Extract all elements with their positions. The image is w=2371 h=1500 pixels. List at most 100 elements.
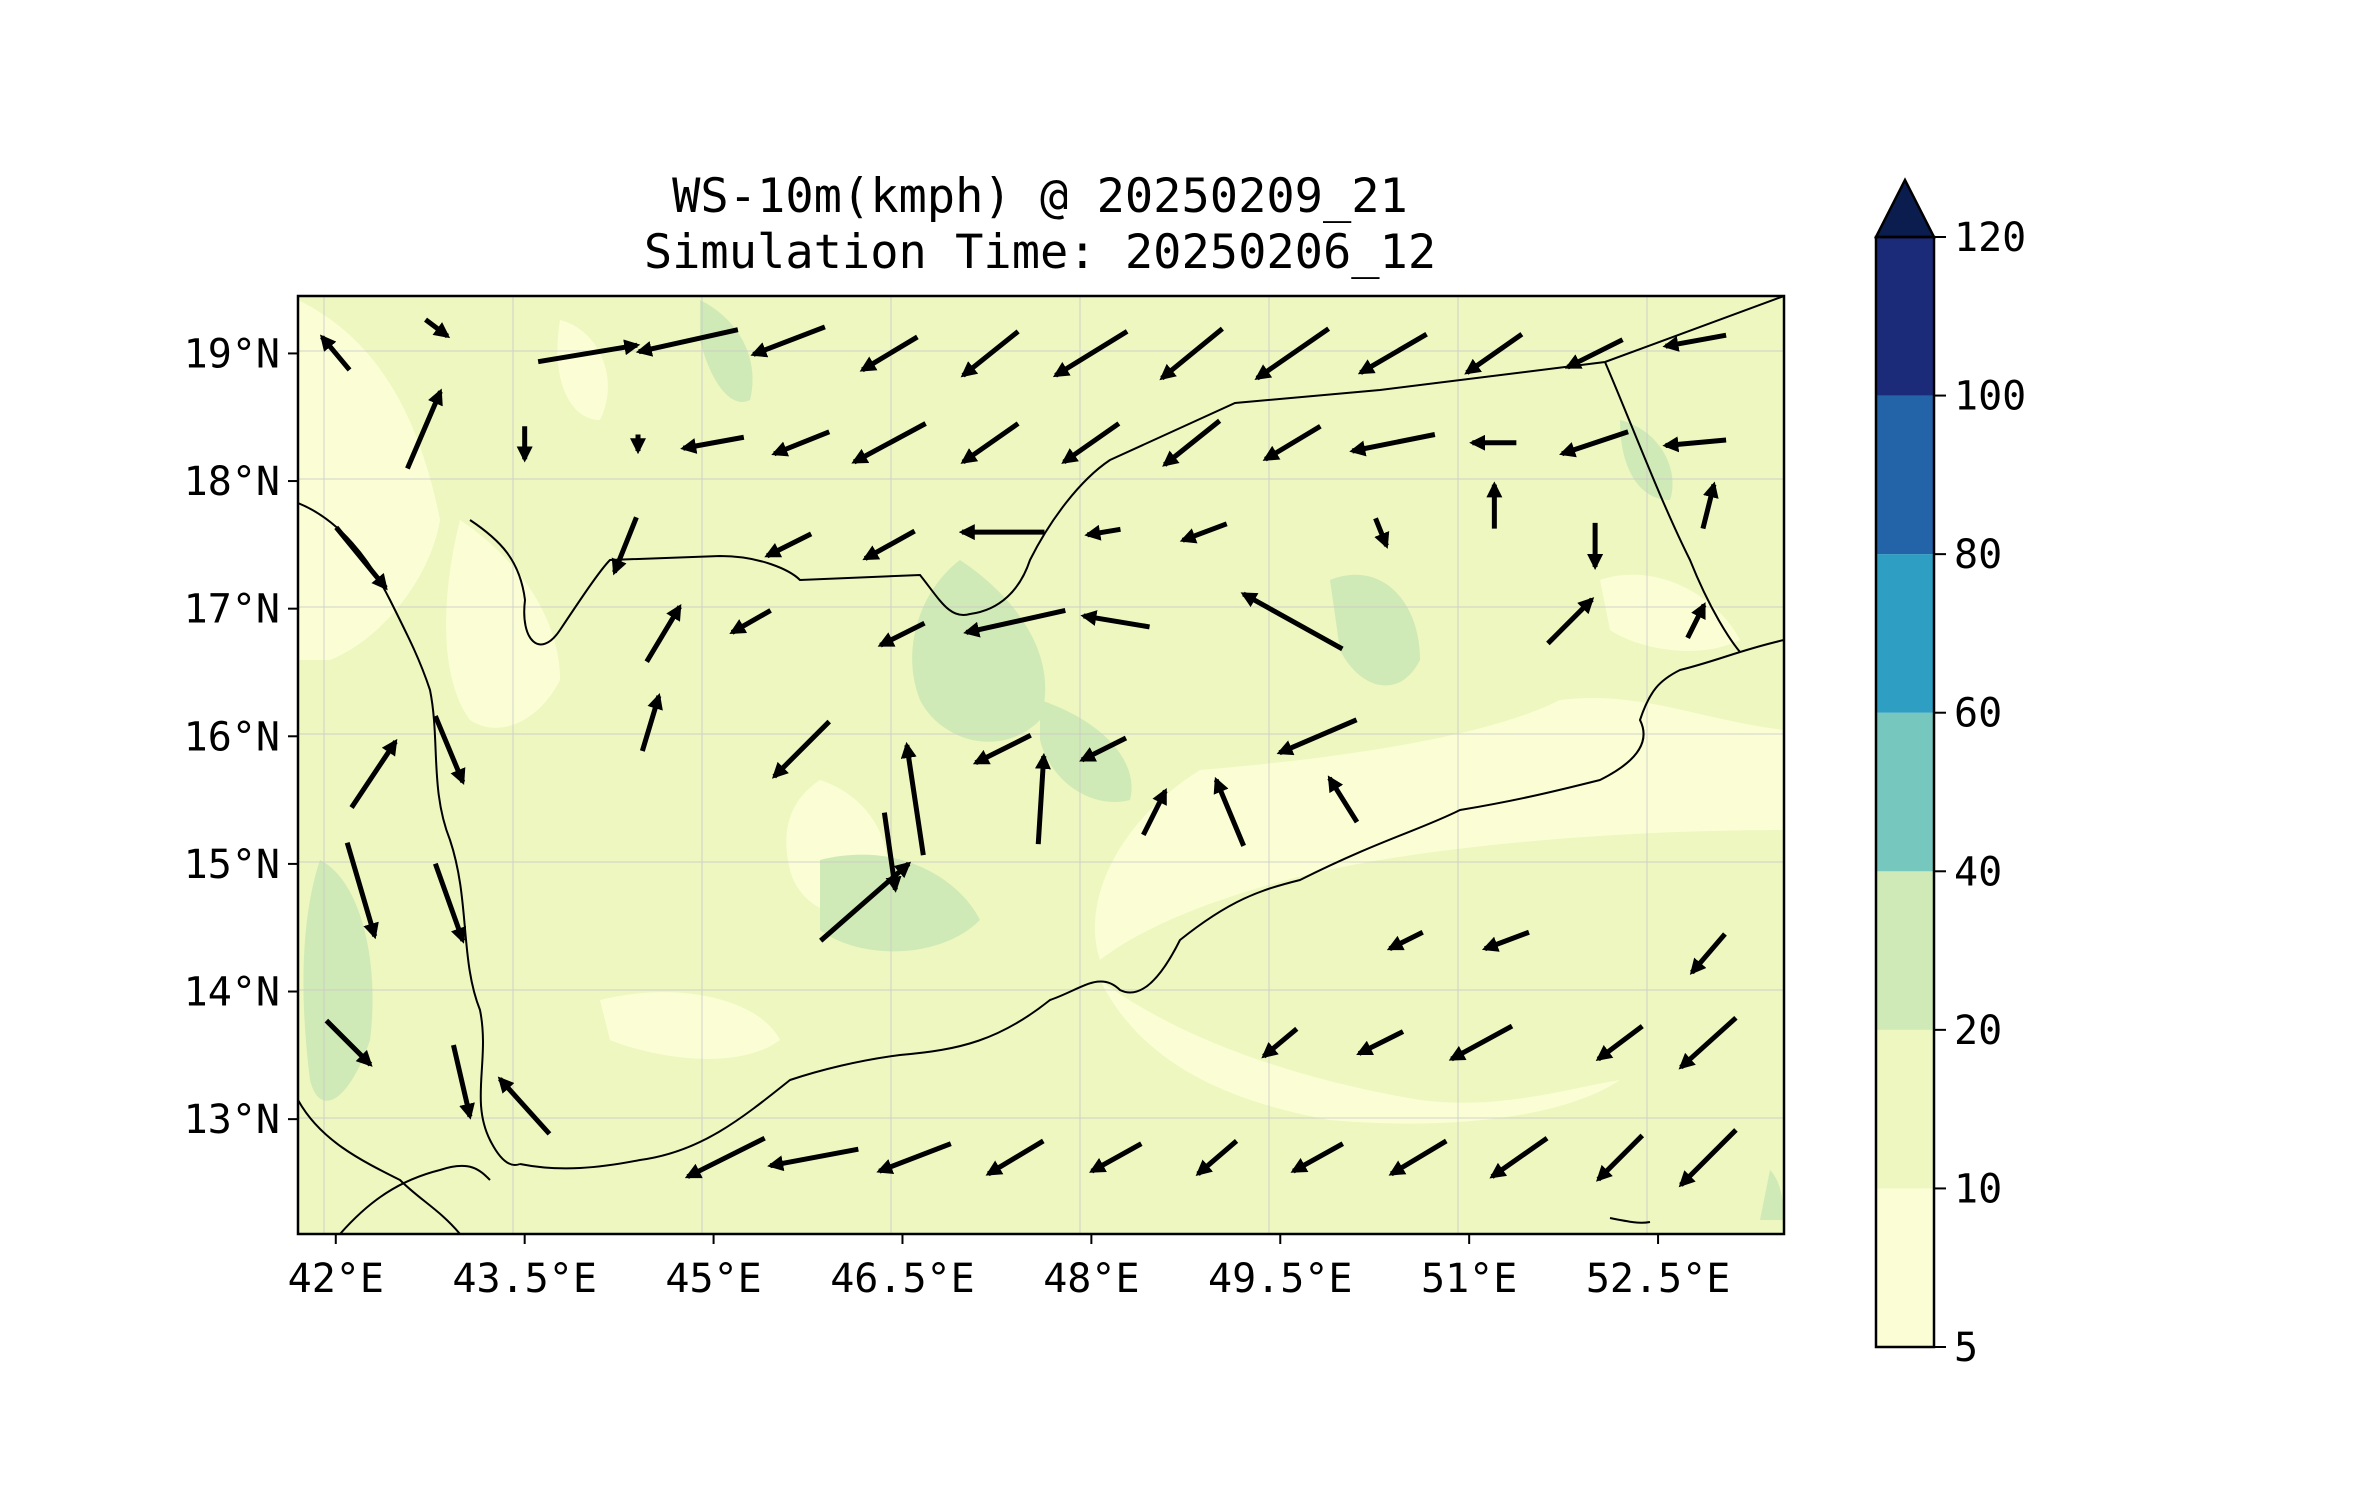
colorbar-segment — [1876, 395, 1934, 555]
wind-arrow — [684, 1135, 766, 1179]
colorbar-tick-label: 120 — [1954, 215, 2026, 261]
x-tick-label: 49.5°E — [1208, 1256, 1353, 1302]
wind-arrow — [1061, 421, 1121, 465]
wind-arrow — [497, 1076, 552, 1136]
x-tick-label: 51°E — [1421, 1256, 1517, 1302]
wind-arrow — [851, 421, 927, 465]
wind-arrow — [1254, 326, 1331, 381]
wind-arrow — [344, 841, 379, 940]
wind-arrow — [1141, 787, 1168, 836]
chart-title-line-2: Simulation Time: 20250206_12 — [644, 225, 1436, 280]
wind-arrow — [1546, 597, 1595, 646]
wind-arrow — [611, 516, 639, 576]
wind-arrow — [1678, 1128, 1738, 1188]
wind-arrow — [1034, 752, 1051, 845]
wind-arrow — [537, 339, 641, 365]
map-frame — [296, 294, 1786, 1236]
wind-arrow — [433, 715, 466, 786]
x-tick-label: 48°E — [1043, 1256, 1139, 1302]
wind-arrow — [1162, 418, 1222, 467]
wind-arrow — [771, 429, 831, 457]
colorbar-segments — [1876, 237, 1934, 1347]
colorbar-tick-label: 100 — [1954, 374, 2026, 420]
wind-arrow — [1179, 521, 1228, 544]
wind-arrow — [334, 525, 388, 591]
colorbar-tick-label: 20 — [1954, 1008, 2002, 1054]
colorbar-tick-label: 60 — [1954, 691, 2002, 737]
wind-arrow — [1596, 1133, 1645, 1182]
wind-arrow — [960, 329, 1020, 378]
wind-arrow — [319, 334, 352, 372]
wind-arrow — [876, 1141, 952, 1175]
wind-arrow — [1213, 776, 1246, 847]
wind-arrow — [1290, 1141, 1345, 1174]
wind-arrow — [1689, 932, 1727, 975]
wind-arrow — [1276, 717, 1358, 756]
y-tick-label: 13°N — [184, 1097, 280, 1143]
y-tick-label: 14°N — [184, 970, 280, 1016]
wind-arrow — [1448, 1023, 1514, 1062]
wind-arrow — [900, 741, 926, 856]
wind-arrow — [1559, 429, 1629, 458]
wind-arrow — [635, 327, 739, 357]
x-tick-label: 43.5°E — [452, 1256, 597, 1302]
wind-arrow — [862, 528, 916, 561]
wind-arrow — [1700, 481, 1719, 530]
wind-arrow — [1564, 337, 1624, 370]
x-tick-label: 46.5°E — [830, 1256, 975, 1302]
colorbar-tick-label: 40 — [1954, 849, 2002, 895]
wind-arrow — [1662, 436, 1727, 453]
wind-arrow — [1464, 332, 1524, 375]
wind-arrow — [349, 738, 398, 809]
wind-arrow — [877, 620, 926, 648]
wind-arrow — [1261, 1026, 1299, 1059]
wind-arrow — [324, 1018, 373, 1067]
y-tick-label: 18°N — [184, 459, 280, 505]
wind-arrow — [1678, 1015, 1738, 1070]
wind-arrow — [680, 434, 745, 454]
wind-arrow — [767, 1146, 859, 1172]
wind-arrow — [1159, 326, 1224, 381]
x-tick-label: 42°E — [288, 1256, 384, 1302]
wind-arrow — [1388, 1138, 1448, 1177]
wind-arrow — [764, 531, 813, 559]
wind-arrow — [1084, 524, 1121, 541]
wind-arrow — [1489, 1136, 1549, 1179]
colorbar-tick-label: 5 — [1954, 1325, 1978, 1371]
wind-arrow — [1262, 424, 1322, 462]
wind-arrow — [1079, 735, 1128, 763]
wind-arrow — [424, 317, 451, 339]
wind-arrow — [1685, 602, 1707, 640]
wind-arrow — [1356, 1029, 1405, 1056]
colorbar-frame — [1874, 235, 1936, 1349]
colorbar-segment — [1876, 237, 1934, 396]
colorbar-tick-label: 10 — [1954, 1166, 2002, 1212]
wind-arrow — [729, 608, 772, 635]
low-speed-patches — [298, 300, 1784, 1124]
wind-arrow — [1052, 329, 1129, 378]
wind-arrow — [1240, 591, 1344, 652]
wind-arrow — [1595, 1024, 1644, 1062]
colorbar-segment — [1876, 871, 1934, 1030]
y-tick-label: 19°N — [184, 331, 280, 377]
wind-arrow — [1195, 1139, 1239, 1177]
wind-arrow — [1080, 610, 1150, 630]
chart-title-line-1: WS-10m(kmph) @ 20250209_21 — [672, 169, 1408, 224]
y-axis: 19°N 18°N 17°N 16°N 15°N 14°N 13°N — [184, 331, 298, 1143]
wind-arrow — [1662, 332, 1727, 352]
colorbar-segment — [1876, 554, 1934, 713]
wind-arrow — [750, 324, 826, 358]
wind-arrow — [859, 334, 919, 373]
wind-arrow — [639, 692, 663, 752]
borders-and-coastlines — [298, 296, 1784, 1234]
y-tick-label: 15°N — [184, 842, 280, 888]
colorbar-ticks: 5 10 20 40 60 80 100 120 — [1934, 215, 2026, 1371]
y-tick-label: 16°N — [184, 714, 280, 760]
wind-arrow — [985, 1138, 1045, 1177]
x-tick-label: 52.5°E — [1586, 1256, 1731, 1302]
colorbar-segment — [1876, 712, 1934, 872]
wind-arrow — [1373, 517, 1390, 549]
moderate-speed-patches — [303, 300, 1784, 1220]
wind-arrow — [1357, 332, 1428, 375]
